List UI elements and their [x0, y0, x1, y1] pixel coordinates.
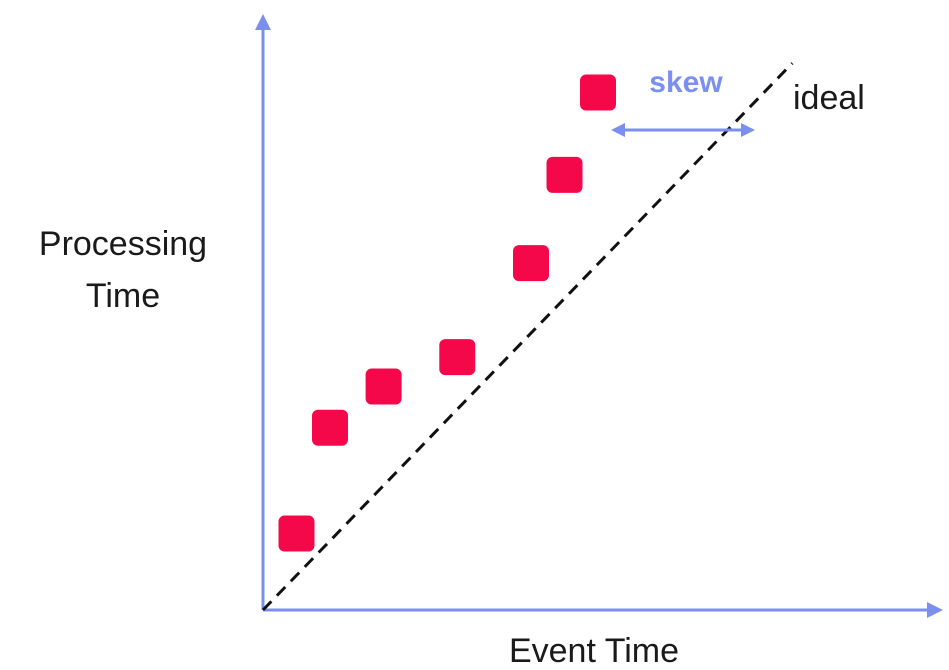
data-point-5 [513, 245, 549, 282]
data-point-2 [312, 409, 348, 446]
y-axis-label-line1: Processing [39, 225, 207, 263]
data-point-6 [546, 156, 583, 193]
ideal-line [261, 62, 794, 612]
data-point-4 [439, 339, 476, 376]
data-points [278, 74, 616, 552]
data-point-3 [365, 368, 402, 405]
x-axis-label: Event Time [509, 632, 679, 670]
y-axis-label-line2: Time [86, 277, 160, 315]
skew-label: skew [649, 66, 723, 99]
data-point-1 [278, 515, 315, 552]
ideal-label: ideal [793, 79, 865, 117]
data-point-7 [580, 74, 616, 111]
